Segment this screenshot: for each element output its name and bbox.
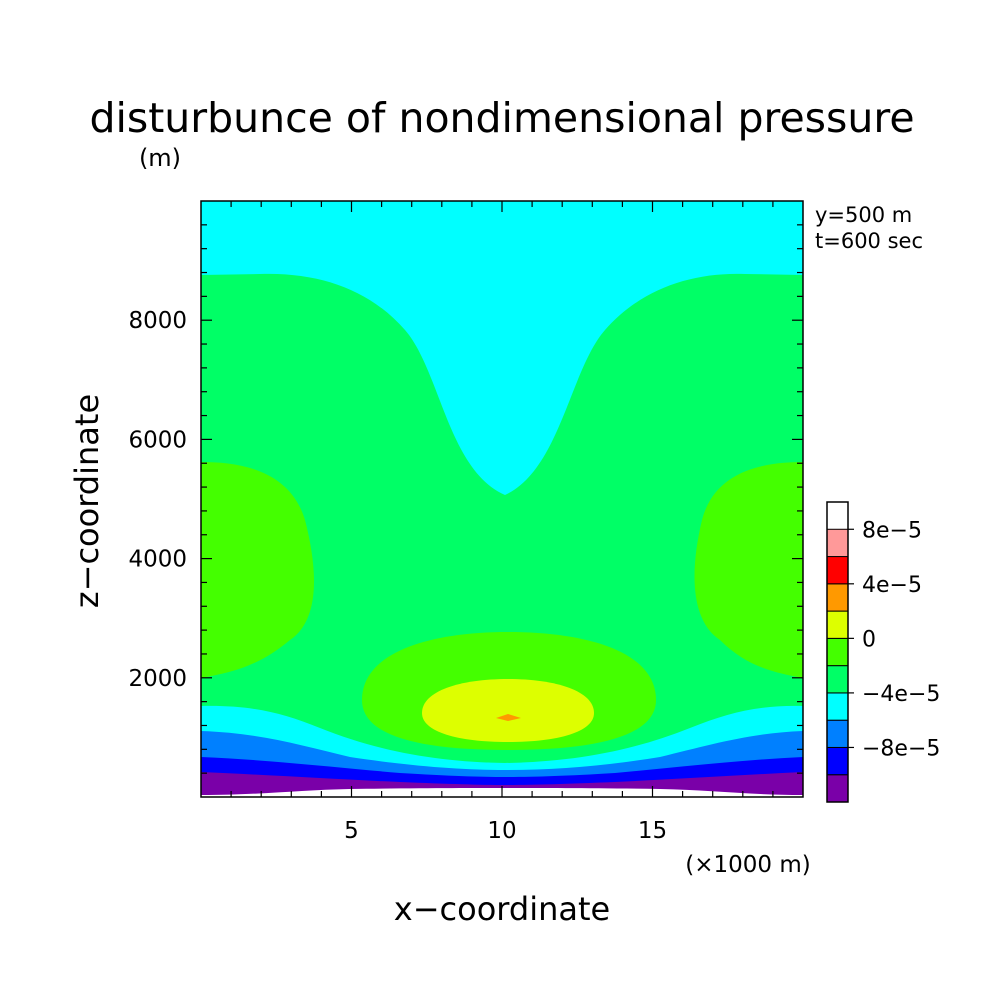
fill-orange [496, 714, 521, 721]
x-tick-label: 5 [344, 818, 359, 844]
fill-lime-right [694, 462, 803, 678]
fill-yellow [422, 679, 594, 742]
colorbar-segment [826, 746, 849, 776]
colorbar-segment [826, 692, 849, 721]
x-tick-label: 10 [487, 818, 516, 844]
axis-ticks: 5 10 15 2000 4000 6000 8000 [128, 201, 803, 844]
colorbar-tick-label: 8e−5 [862, 518, 922, 543]
chart-title: disturbunce of nondimensional pressure [89, 94, 914, 142]
y-tick-label: 2000 [128, 666, 187, 692]
colorbar-segment [826, 637, 849, 667]
y-tick-label: 4000 [128, 547, 187, 573]
colorbar: −8e−5 −4e−5 0 4e−5 8e−5 [826, 501, 940, 803]
colorbar-tick-label: 4e−5 [862, 573, 922, 598]
colorbar-tick-label: −8e−5 [862, 736, 940, 761]
colorbar-segment [826, 556, 849, 585]
y-axis-label: z−coordinate [68, 394, 106, 608]
x-scale-label: (×1000 m) [685, 852, 810, 878]
colorbar-segment [826, 774, 849, 803]
colorbar-segment [826, 665, 849, 694]
contour-fills [201, 201, 803, 798]
x-axis-label: x−coordinate [394, 890, 610, 928]
colorbar-tick-label: 0 [862, 627, 876, 652]
annotation-y: y=500 m [815, 203, 912, 227]
y-tick-label: 8000 [128, 308, 187, 334]
colorbar-segment [826, 528, 849, 558]
colorbar-segment [826, 583, 849, 612]
y-tick-label: 6000 [128, 427, 187, 453]
colorbar-segment [826, 610, 849, 639]
colorbar-tick-label: −4e−5 [862, 682, 940, 707]
fill-green [201, 273, 803, 798]
annotation-t: t=600 sec [815, 229, 923, 253]
units-label: (m) [139, 144, 181, 172]
x-tick-label: 15 [638, 818, 667, 844]
colorbar-segment [826, 719, 849, 748]
fill-lime-left [201, 462, 315, 678]
colorbar-frame [826, 501, 849, 803]
